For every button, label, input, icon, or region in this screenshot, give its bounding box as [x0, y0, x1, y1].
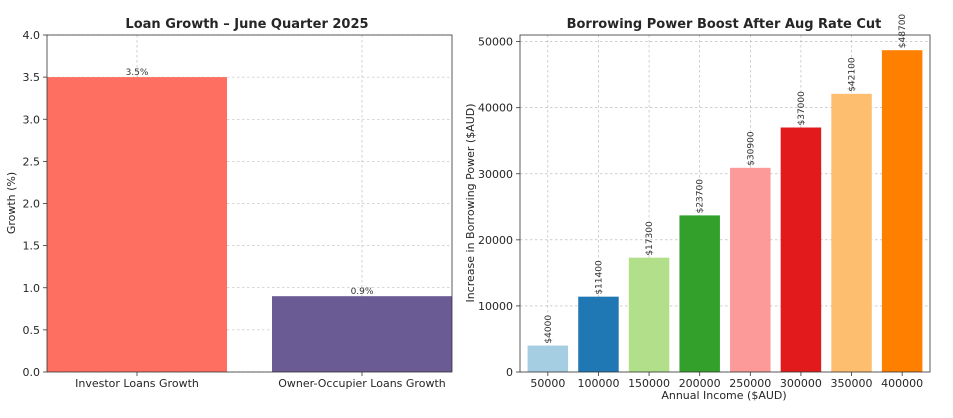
data-label: $37000 [797, 91, 807, 126]
x-tick-label: 100000 [577, 377, 619, 390]
y-tick-label: 1.0 [23, 282, 41, 295]
data-label: $17300 [645, 221, 655, 256]
data-label: 0.9% [351, 287, 374, 297]
x-tick-label: 400000 [881, 377, 923, 390]
y-tick-label: 50000 [478, 36, 513, 49]
y-tick-label: 2.0 [23, 198, 41, 211]
y-axis-label: Increase in Borrowing Power ($AUD) [464, 103, 477, 302]
y-tick-label: 30000 [478, 168, 513, 181]
bar-5 [780, 127, 822, 373]
y-tick-label: 0.5 [23, 324, 41, 337]
bar-3 [679, 215, 720, 372]
y-tick-label: 40000 [478, 102, 513, 115]
bar-1 [578, 296, 619, 372]
x-tick-label: Investor Loans Growth [75, 377, 199, 390]
data-label: $30900 [746, 131, 756, 166]
data-label: $42100 [848, 57, 858, 92]
x-tick-label: 250000 [729, 377, 771, 390]
bar-6 [831, 93, 872, 372]
bar-7 [881, 50, 923, 373]
x-axis-label: Annual Income ($AUD) [661, 389, 786, 402]
y-tick-label: 0 [506, 366, 513, 379]
x-tick-label: Owner-Occupier Loans Growth [278, 377, 445, 390]
borrowing-power-chart: Borrowing Power Boost After Aug Rate Cut… [464, 14, 931, 402]
data-label: $4000 [544, 315, 554, 344]
x-tick-label: 150000 [628, 377, 670, 390]
x-tick-label: 50000 [530, 377, 565, 390]
y-tick-label: 2.5 [23, 155, 41, 168]
chart-title: Borrowing Power Boost After Aug Rate Cut [567, 17, 882, 32]
loan-growth-chart: Loan Growth – June Quarter 2025 Growth (… [5, 17, 453, 390]
y-tick-label: 3.5 [23, 71, 41, 84]
y-tick-label: 1.5 [23, 240, 41, 253]
bar-2 [628, 257, 670, 372]
x-tick-label: 350000 [831, 377, 873, 390]
y-tick-label: 10000 [478, 300, 513, 313]
axes-frame [46, 34, 453, 373]
y-tick-label: 0.0 [23, 366, 41, 379]
y-axis-label: Growth (%) [5, 172, 18, 234]
y-tick-label: 20000 [478, 234, 513, 247]
x-tick-label: 200000 [679, 377, 721, 390]
data-label: $48700 [898, 14, 908, 49]
data-label: $23700 [696, 179, 706, 214]
bar-1 [272, 296, 452, 372]
axes-frame [519, 34, 931, 373]
data-label: 3.5% [126, 68, 149, 78]
y-tick-label: 3.0 [23, 113, 41, 126]
chart-title: Loan Growth – June Quarter 2025 [125, 17, 368, 32]
x-tick-label: 300000 [780, 377, 822, 390]
bar-0 [47, 77, 227, 372]
data-label: $11400 [594, 260, 604, 295]
y-tick-label: 4.0 [23, 29, 41, 42]
bar-4 [730, 167, 771, 372]
bar-0 [527, 345, 569, 372]
